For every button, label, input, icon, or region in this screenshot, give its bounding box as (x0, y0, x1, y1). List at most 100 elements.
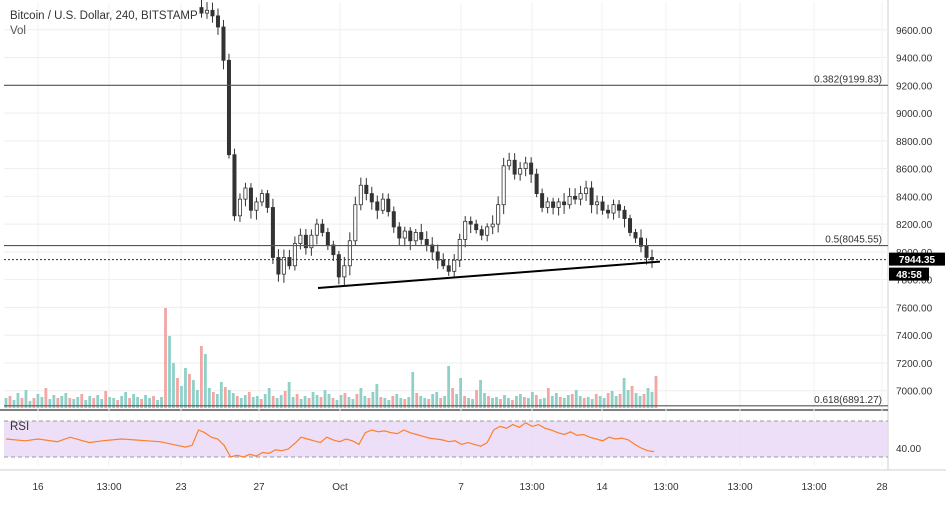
y-tick-label: 9000.00 (896, 109, 933, 120)
candle-body (314, 223, 319, 236)
volume-bar (44, 388, 48, 408)
candle-body (325, 232, 330, 246)
countdown-label: 48:58 (896, 270, 922, 281)
candle-body (573, 195, 578, 200)
volume-bar (227, 390, 231, 408)
rsi-layer (5, 422, 655, 458)
candle-body (309, 234, 314, 249)
candle-body (331, 244, 336, 256)
volume-bar (196, 390, 199, 408)
volume-bar (626, 390, 630, 408)
volume-bar (239, 398, 243, 408)
volume-bar (650, 392, 654, 408)
volume-bar (479, 380, 482, 408)
candle-body (452, 259, 457, 272)
candle-body (507, 159, 512, 167)
x-tick-label: 13:00 (519, 482, 544, 493)
volume-bar (219, 382, 223, 408)
volume-bar (259, 399, 263, 408)
candle-body (512, 159, 517, 175)
trendline-layer (317, 260, 661, 289)
volume-bar (542, 398, 546, 408)
volume-bar (411, 372, 415, 408)
volume-bar (415, 393, 419, 408)
volume-bar (371, 392, 375, 408)
candle-body (375, 201, 380, 211)
volume-bar (526, 398, 530, 408)
volume-bar (32, 398, 36, 408)
volume-bar (279, 395, 283, 408)
y-tick-label: 9400.00 (896, 54, 933, 65)
volume-bar (534, 395, 538, 408)
volume-bar (463, 396, 466, 408)
volume-bar (136, 397, 139, 408)
candle-body (413, 232, 418, 242)
fib-level-label: 0.618(6891.27) (814, 395, 882, 406)
candle-body (391, 211, 396, 228)
volume-bar (339, 395, 343, 408)
volume-bar (192, 380, 195, 408)
volume-bar (546, 388, 550, 408)
volume-bar (459, 378, 463, 408)
candle-body (534, 173, 539, 194)
volume-bar (124, 392, 128, 408)
candle-body (353, 204, 358, 242)
volume-bar (359, 388, 363, 408)
volume-bar (610, 391, 614, 408)
volume-bar (395, 394, 399, 408)
fib-layer: 0.382(9199.83) 0.5(8045.55) 0.618(6891.27) (4, 74, 888, 407)
volume-bar (199, 346, 203, 408)
volume-bar (538, 399, 542, 408)
candle-body (551, 201, 556, 208)
x-tick-label: 13:00 (653, 482, 678, 493)
candle-body (232, 154, 237, 217)
volume-bar (467, 398, 470, 408)
volume-bar (92, 398, 96, 408)
x-tick-label: 14 (596, 482, 608, 493)
candle-body (562, 201, 567, 206)
volume-bar (355, 394, 359, 408)
y-tick-label: 8600.00 (896, 165, 933, 176)
y-tick-label: 7000.00 (896, 387, 933, 398)
candle-body (402, 230, 407, 239)
volume-bar (447, 366, 451, 408)
volume-bar (215, 394, 219, 408)
candle-body (595, 201, 600, 206)
last-price-label: 7944.35 (899, 255, 936, 266)
x-tick-label: 7 (458, 482, 464, 493)
candle-body (254, 201, 259, 211)
candle-body (226, 59, 231, 156)
candle-body (292, 243, 297, 267)
y-tick-label: 7400.00 (896, 331, 933, 342)
volume-bar (435, 392, 439, 408)
candle-body (485, 226, 490, 236)
candle-body (287, 257, 292, 267)
volume-bar (223, 387, 227, 408)
volume-bar (554, 393, 558, 408)
volume-bar (235, 396, 239, 408)
x-tick-label: 13:00 (96, 482, 121, 493)
trendline (317, 260, 661, 289)
x-tick-label: 16 (32, 482, 44, 493)
volume-bar (335, 400, 339, 408)
candle-body (215, 15, 220, 28)
volume-bar (618, 394, 622, 408)
candle-body (237, 198, 242, 217)
countdown-badge (889, 267, 929, 281)
volume-bar (263, 394, 267, 408)
volume-bar (295, 394, 299, 408)
volume-bar (172, 363, 175, 408)
y-tick-label: 8800.00 (896, 137, 933, 148)
x-tick-label: 23 (175, 482, 187, 493)
volume-bar (455, 394, 459, 408)
volume-bar (164, 308, 167, 408)
volume-bar (112, 398, 116, 408)
volume-bar (491, 398, 494, 408)
y-tick-label: 9600.00 (896, 26, 933, 37)
candle-body (496, 204, 501, 225)
volume-bar (120, 396, 124, 408)
volume-bar (630, 386, 634, 408)
volume-bar (96, 395, 100, 408)
candle-body (320, 223, 325, 233)
